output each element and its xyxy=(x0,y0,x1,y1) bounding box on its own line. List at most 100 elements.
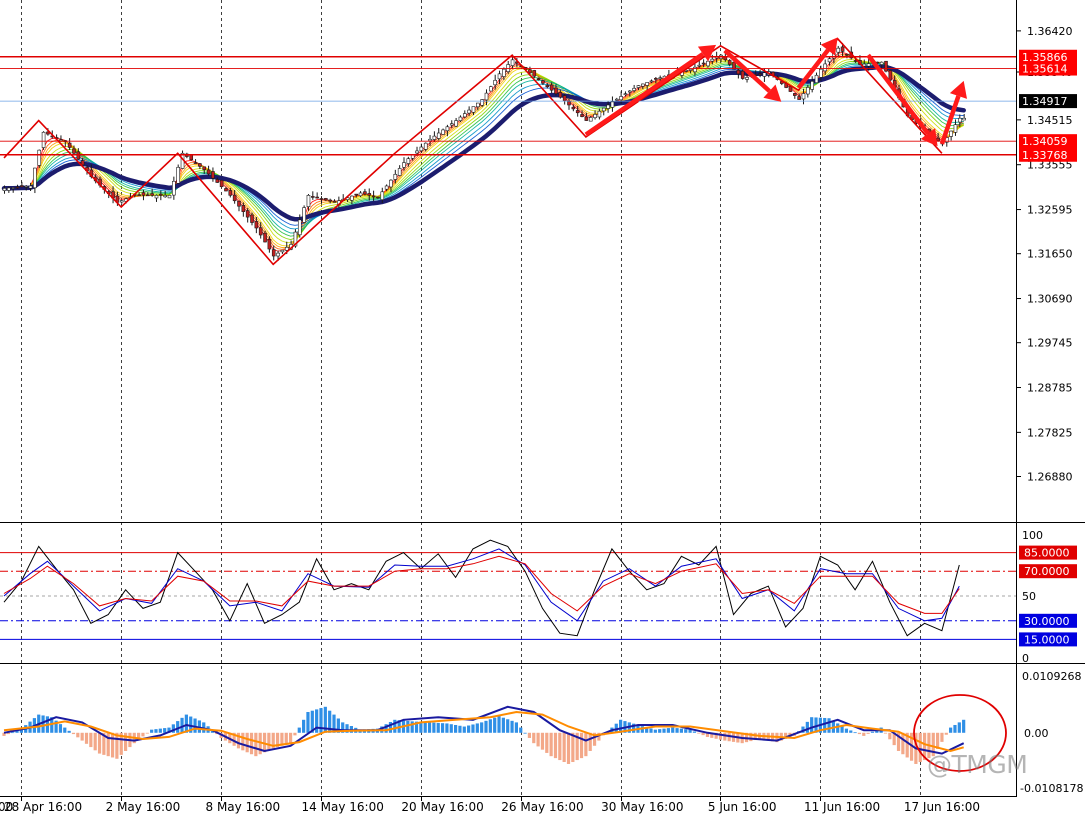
price-level-label: 1.35866 xyxy=(1022,51,1068,64)
macd-histogram-bar xyxy=(102,732,106,755)
macd-histogram-bar xyxy=(210,730,215,733)
macd-histogram-bar xyxy=(579,732,584,759)
macd-histogram-bar xyxy=(271,732,275,749)
macd-histogram-bar xyxy=(341,722,345,733)
macd-histogram-bar xyxy=(523,732,527,734)
candle-body xyxy=(402,162,406,168)
macd-axis-label: -0.0108178 xyxy=(1020,782,1083,795)
candle-body xyxy=(384,185,389,190)
macd-histogram-bar xyxy=(692,731,697,733)
macd-histogram-bar xyxy=(171,724,175,733)
candle-body xyxy=(219,180,224,188)
macd-histogram-bar xyxy=(558,732,562,761)
macd-panel xyxy=(2,694,1007,772)
candle-body xyxy=(354,193,359,196)
macd-histogram-bar xyxy=(323,706,327,733)
candle-body xyxy=(510,59,515,66)
macd-histogram-bar xyxy=(150,729,154,733)
macd-histogram-bar xyxy=(393,719,397,733)
candle-body xyxy=(20,185,24,188)
macd-histogram-bar xyxy=(293,732,297,736)
macd-histogram-bar xyxy=(562,732,566,763)
candle-body xyxy=(953,124,958,133)
candle-body xyxy=(319,198,324,200)
candle-body xyxy=(176,166,180,184)
candle-body xyxy=(489,86,493,92)
candle-body xyxy=(215,179,220,183)
candle-body xyxy=(423,142,428,150)
macd-histogram-bar xyxy=(110,732,115,758)
candle-body xyxy=(740,70,745,79)
macd-histogram-bar xyxy=(896,732,901,751)
price-tick-label: 1.31650 xyxy=(1027,248,1073,261)
macd-histogram-bar xyxy=(697,732,701,734)
macd-histogram-bar xyxy=(749,732,753,742)
macd-histogram-bar xyxy=(662,728,666,733)
candle-body xyxy=(623,93,628,96)
candle-body xyxy=(397,168,402,176)
macd-histogram-bar xyxy=(540,732,545,750)
candle-body xyxy=(159,193,163,196)
candle-body xyxy=(328,199,332,202)
candle-body xyxy=(541,80,545,84)
stoch-line-signal xyxy=(3,555,960,614)
candle-body xyxy=(258,227,263,236)
candle-body xyxy=(449,123,454,126)
candle-body xyxy=(241,204,246,212)
macd-histogram-bar xyxy=(844,728,849,733)
candle-body xyxy=(228,190,233,196)
macd-histogram-bar xyxy=(419,721,423,733)
candle-body xyxy=(806,87,810,95)
macd-histogram-bar xyxy=(50,717,54,733)
candle-body xyxy=(119,200,124,203)
macd-histogram-bar xyxy=(514,722,518,733)
macd-histogram-bar xyxy=(862,732,866,736)
macd-histogram-bar xyxy=(918,732,922,763)
candle-body xyxy=(224,188,228,192)
macd-histogram-bar xyxy=(827,718,831,733)
price-level-tag xyxy=(1019,94,1077,109)
macd-histogram-bar xyxy=(501,717,505,733)
candle-body xyxy=(819,68,823,78)
macd-histogram-bar xyxy=(723,732,727,741)
macd-histogram-bar xyxy=(167,727,171,733)
macd-histogram-bar xyxy=(406,720,410,733)
macd-histogram-bar xyxy=(870,731,875,733)
candle-body xyxy=(271,249,276,257)
price-tick-label: 1.27825 xyxy=(1027,426,1073,439)
macd-histogram-bar xyxy=(384,724,388,733)
candle-body xyxy=(302,207,306,223)
macd-histogram-bar xyxy=(592,732,597,746)
candle-body xyxy=(571,106,576,110)
macd-histogram-bar xyxy=(853,732,857,734)
candle-body xyxy=(467,109,471,114)
time-gridlines xyxy=(21,0,921,796)
candle-body xyxy=(710,58,715,62)
macd-histogram-bar xyxy=(119,732,123,755)
price-tick-label: 1.32595 xyxy=(1027,204,1073,217)
price-tick-label: 1.29745 xyxy=(1027,337,1073,350)
candle-body xyxy=(619,96,623,101)
candle-body xyxy=(267,239,272,250)
macd-histogram-bar xyxy=(649,728,653,733)
macd-histogram-bar xyxy=(949,727,953,733)
candle-body xyxy=(254,221,259,229)
candle-body xyxy=(193,162,198,164)
candle-body xyxy=(732,61,736,70)
macd-histogram-bar xyxy=(19,728,23,733)
candle-body xyxy=(24,186,29,188)
macd-histogram-bar xyxy=(454,724,458,733)
macd-histogram-bar xyxy=(488,719,492,733)
macd-histogram-bar xyxy=(345,724,349,733)
candle-body xyxy=(167,195,172,199)
stoch-level-tag xyxy=(1019,545,1077,560)
macd-histogram-bar xyxy=(810,717,814,733)
candle-body xyxy=(584,116,589,121)
trend-arrow-shaft xyxy=(866,53,930,135)
candle-body xyxy=(72,148,76,154)
time-label: 14 May 16:00 xyxy=(302,800,384,814)
macd-histogram-bar xyxy=(840,726,844,733)
candle-body xyxy=(845,53,849,56)
candle-body xyxy=(2,187,7,191)
macd-histogram-bar xyxy=(953,724,957,733)
